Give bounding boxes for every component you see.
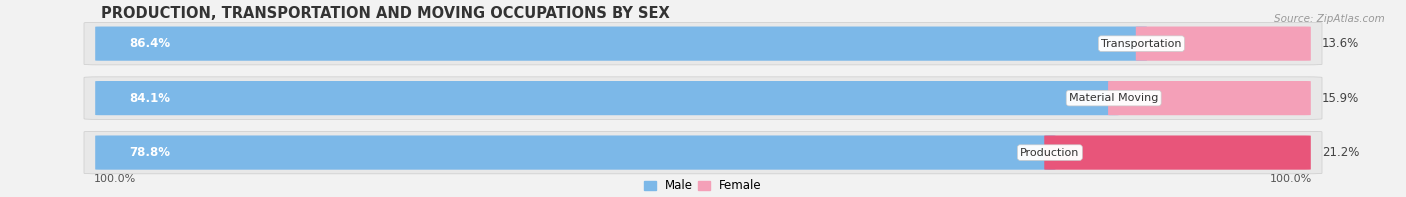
Text: Source: ZipAtlas.com: Source: ZipAtlas.com — [1274, 14, 1385, 24]
FancyBboxPatch shape — [1108, 81, 1310, 115]
Text: Material Moving: Material Moving — [1069, 93, 1159, 103]
Text: 100.0%: 100.0% — [94, 174, 136, 184]
FancyBboxPatch shape — [96, 81, 1119, 115]
Text: 86.4%: 86.4% — [129, 37, 170, 50]
Text: 84.1%: 84.1% — [129, 92, 170, 105]
FancyBboxPatch shape — [84, 77, 1322, 119]
Text: 15.9%: 15.9% — [1322, 92, 1360, 105]
Text: 78.8%: 78.8% — [129, 146, 170, 159]
Text: Transportation: Transportation — [1101, 39, 1181, 49]
Text: Production: Production — [1021, 148, 1080, 158]
Text: 21.2%: 21.2% — [1322, 146, 1360, 159]
Legend: Male, Female: Male, Female — [640, 175, 766, 197]
Text: PRODUCTION, TRANSPORTATION AND MOVING OCCUPATIONS BY SEX: PRODUCTION, TRANSPORTATION AND MOVING OC… — [101, 6, 669, 20]
Text: 13.6%: 13.6% — [1322, 37, 1360, 50]
FancyBboxPatch shape — [1045, 136, 1310, 170]
FancyBboxPatch shape — [1136, 27, 1310, 61]
FancyBboxPatch shape — [96, 136, 1056, 170]
FancyBboxPatch shape — [96, 27, 1147, 61]
FancyBboxPatch shape — [84, 22, 1322, 65]
FancyBboxPatch shape — [84, 131, 1322, 174]
Text: 100.0%: 100.0% — [1270, 174, 1312, 184]
